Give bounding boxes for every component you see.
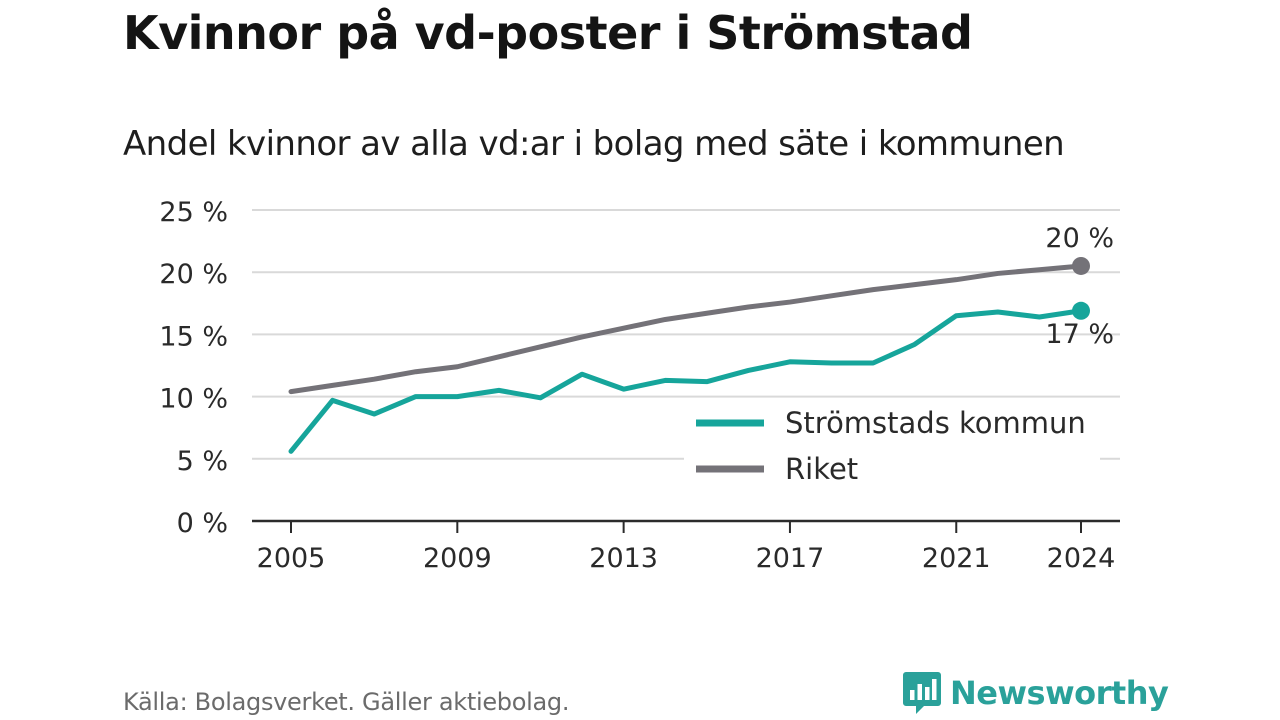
legend-background [684,398,1100,490]
series-end-label: 20 % [1045,223,1114,254]
legend-label: Strömstads kommun [785,406,1086,440]
x-tick-label: 2005 [257,543,326,574]
y-tick-label: 0 % [177,508,228,539]
newsworthy-logo-text: Newsworthy [950,674,1169,712]
series-end-label: 17 % [1045,319,1114,350]
series-end-point [1072,301,1090,320]
series-end-point [1072,256,1090,275]
y-axis-tick-labels: 0 % 5 % 10 % 15 % 20 % 25 % [159,197,228,539]
series-line-riket [288,263,1084,395]
legend: Strömstads kommun Riket [684,398,1100,490]
y-tick-label: 25 % [159,197,228,228]
chart-subtitle: Andel kvinnor av alla vd:ar i bolag med … [123,124,1065,164]
legend-label: Riket [785,452,858,486]
source-note: Källa: Bolagsverket. Gäller aktiebolag. [123,688,570,716]
y-tick-label: 10 % [159,384,228,415]
line-chart: 0 %5 %10 %15 %20 %25 % 2005 2009 2013 2017 2… [159,197,1120,574]
chart-title: Kvinnor på vd-poster i Strömstad [123,6,973,60]
x-tick-label: 2017 [756,543,825,574]
x-tick-label: 2013 [589,543,658,574]
x-tick-label: 2009 [423,543,492,574]
x-axis: 2005 2009 2013 2017 2021 2024 [252,519,1120,574]
x-tick-label: 2024 [1047,543,1116,574]
x-tick-label: 2021 [922,543,991,574]
y-tick-label: 20 % [159,259,228,290]
newsworthy-logo[interactable]: Newsworthy [902,670,1169,716]
y-tick-label: 15 % [159,321,228,352]
series-lines: 17 % 20 % [288,223,1114,454]
series-line-stromstad [288,308,1084,454]
y-tick-label: 5 % [177,446,228,477]
newsworthy-logo-icon [903,672,941,714]
